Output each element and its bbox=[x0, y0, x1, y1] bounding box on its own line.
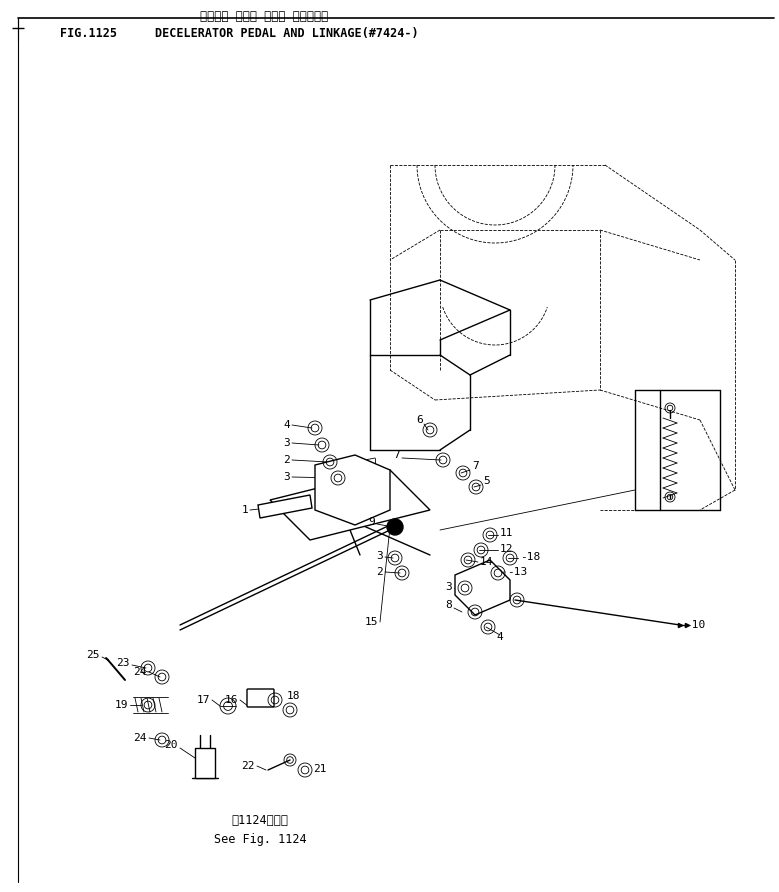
Text: See Fig. 1124: See Fig. 1124 bbox=[213, 833, 306, 847]
Text: 18: 18 bbox=[287, 691, 301, 701]
Text: 7: 7 bbox=[472, 461, 479, 471]
Text: -13: -13 bbox=[507, 567, 527, 577]
Text: DECELERATOR PEDAL AND LINKAGE(#7424-): DECELERATOR PEDAL AND LINKAGE(#7424-) bbox=[155, 27, 418, 40]
Text: 19: 19 bbox=[115, 700, 128, 710]
Text: 16: 16 bbox=[224, 695, 238, 705]
Text: 8: 8 bbox=[446, 600, 452, 610]
Text: 2: 2 bbox=[284, 455, 290, 465]
Text: 14: 14 bbox=[480, 557, 494, 567]
Text: FIG.1125: FIG.1125 bbox=[60, 27, 117, 40]
Text: 第1124図参照: 第1124図参照 bbox=[231, 814, 288, 827]
Text: 24: 24 bbox=[133, 667, 147, 677]
Polygon shape bbox=[315, 455, 390, 525]
Text: 3: 3 bbox=[446, 582, 452, 592]
Text: 4: 4 bbox=[284, 420, 290, 430]
Text: 3: 3 bbox=[284, 472, 290, 482]
Text: 23: 23 bbox=[117, 658, 130, 668]
Text: 25: 25 bbox=[86, 650, 100, 660]
Text: 24: 24 bbox=[133, 733, 147, 743]
Text: 17: 17 bbox=[196, 695, 210, 705]
Text: 20: 20 bbox=[164, 740, 178, 750]
Text: 4: 4 bbox=[497, 632, 503, 642]
Polygon shape bbox=[258, 495, 312, 518]
Text: -10: -10 bbox=[685, 620, 705, 630]
Text: -18: -18 bbox=[520, 552, 541, 562]
Text: 6: 6 bbox=[416, 415, 423, 425]
Text: 2: 2 bbox=[376, 567, 383, 577]
Text: 1: 1 bbox=[241, 505, 248, 515]
Text: 15: 15 bbox=[365, 617, 378, 627]
Text: 11: 11 bbox=[500, 528, 513, 538]
Polygon shape bbox=[195, 748, 215, 778]
Text: 9: 9 bbox=[368, 517, 375, 527]
Text: 3: 3 bbox=[376, 551, 383, 561]
Text: 7: 7 bbox=[393, 450, 400, 460]
Text: デクセル ペタル オヨビ リンケージ: デクセル ペタル オヨビ リンケージ bbox=[200, 10, 328, 23]
Text: 21: 21 bbox=[313, 764, 326, 774]
Polygon shape bbox=[455, 560, 510, 615]
Text: 12: 12 bbox=[500, 544, 513, 554]
Polygon shape bbox=[270, 470, 430, 540]
Text: 22: 22 bbox=[241, 761, 255, 771]
Circle shape bbox=[387, 519, 403, 535]
Text: 5: 5 bbox=[483, 476, 490, 486]
Text: 3: 3 bbox=[284, 438, 290, 448]
FancyBboxPatch shape bbox=[247, 689, 274, 707]
